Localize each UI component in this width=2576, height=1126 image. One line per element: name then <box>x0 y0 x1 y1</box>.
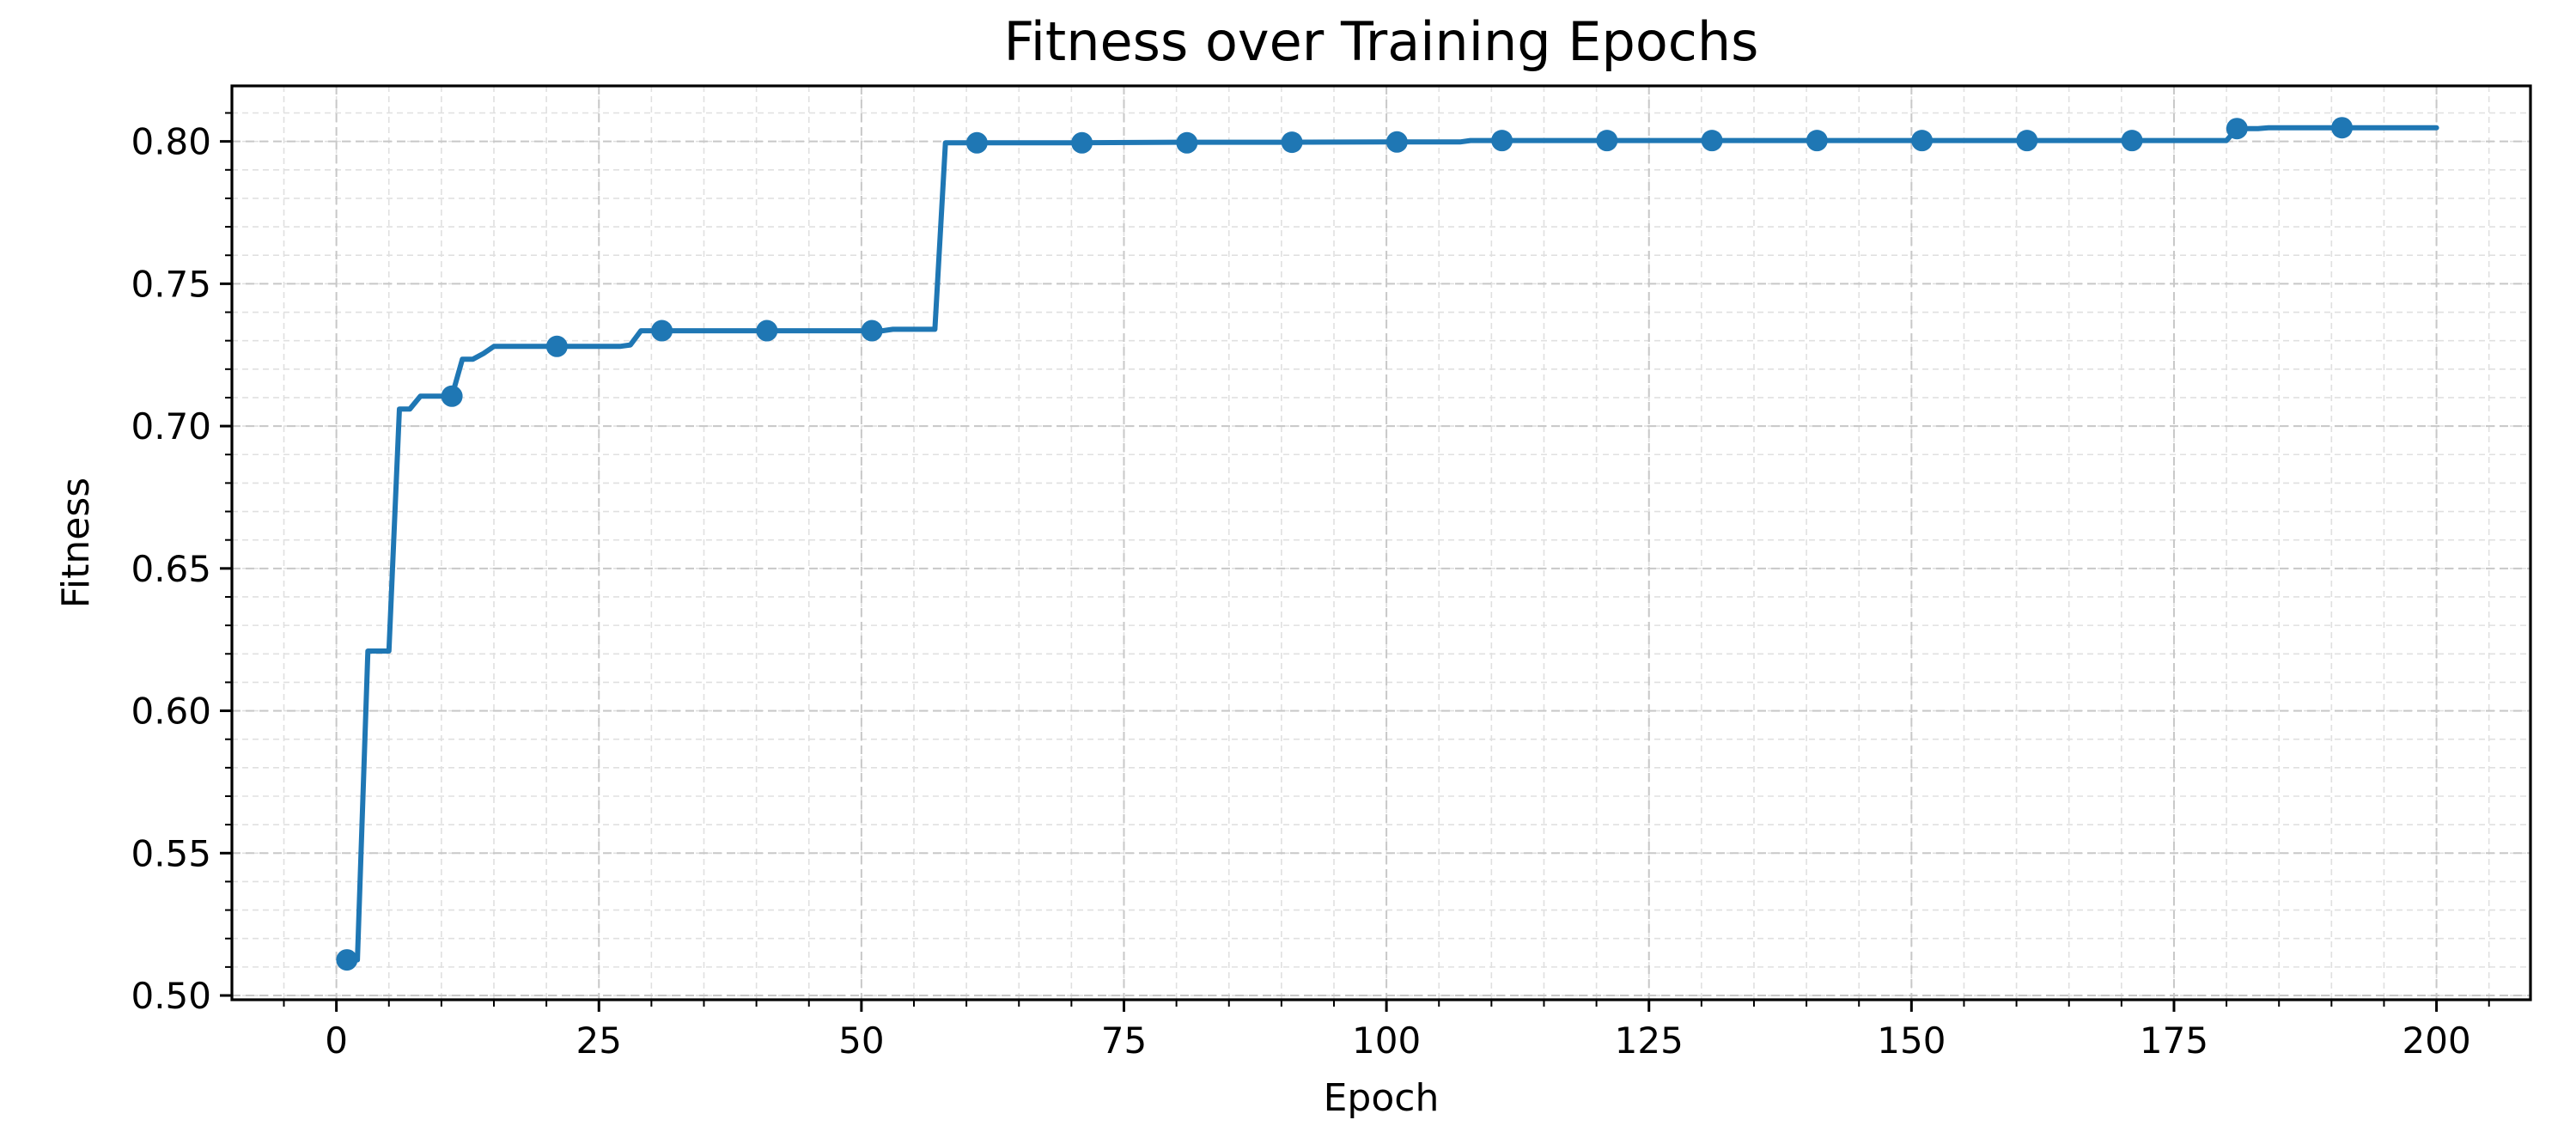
x-tick-label: 175 <box>2140 1019 2208 1062</box>
fitness-data-point <box>1071 131 1093 154</box>
y-axis-label: Fitness <box>54 478 98 608</box>
y-tick-label: 0.70 <box>131 405 211 447</box>
series-layer <box>336 117 2439 971</box>
x-tick-label: 75 <box>1101 1019 1147 1062</box>
fitness-data-point <box>651 320 673 342</box>
fitness-data-point <box>545 335 568 357</box>
x-tick-label: 125 <box>1615 1019 1684 1062</box>
x-tick-label: 200 <box>2402 1019 2471 1062</box>
axis-tick-labels: 0 25 50 75 100 125 150 175 200 0.50 0.55 0.60 0.65 0.… <box>131 121 2470 1062</box>
plot-area-frame <box>230 84 2532 1001</box>
x-tick-label: 150 <box>1877 1019 1946 1062</box>
fitness-data-point <box>2226 118 2248 140</box>
fitness-data-point <box>441 385 463 407</box>
x-tick-label: 100 <box>1352 1019 1421 1062</box>
fitness-data-point <box>2331 117 2354 139</box>
y-tick-label: 0.55 <box>131 832 211 874</box>
y-tick-label: 0.75 <box>131 263 211 305</box>
x-tick-label: 25 <box>576 1019 622 1062</box>
fitness-data-point <box>2121 130 2143 152</box>
x-tick-label: 0 <box>325 1019 348 1062</box>
y-tick-label: 0.65 <box>131 548 211 590</box>
fitness-data-point <box>1385 131 1408 153</box>
y-tick-label: 0.60 <box>131 691 211 733</box>
fitness-data-point <box>1596 130 1618 152</box>
fitness-data-point <box>2016 130 2038 152</box>
fitness-data-point <box>1911 130 1934 152</box>
fitness-data-point <box>1491 130 1513 152</box>
fitness-data-point <box>861 320 883 342</box>
fitness-data-point <box>756 320 778 342</box>
x-axis-label: Epoch <box>1324 1076 1440 1120</box>
fitness-data-point <box>1701 130 1723 152</box>
fitness-data-point <box>1176 131 1198 154</box>
chart-title: Fitness over Training Epochs <box>1004 10 1759 73</box>
fitness-data-point <box>1806 130 1828 152</box>
fitness-data-point <box>965 131 988 154</box>
major-gridlines <box>232 86 2530 1000</box>
x-tick-label: 50 <box>838 1019 884 1062</box>
y-tick-label: 0.80 <box>131 121 211 163</box>
fitness-data-point <box>1281 131 1303 154</box>
fitness-data-point <box>336 949 358 971</box>
axis-ticks <box>220 112 2490 1012</box>
y-tick-label: 0.50 <box>131 975 211 1017</box>
